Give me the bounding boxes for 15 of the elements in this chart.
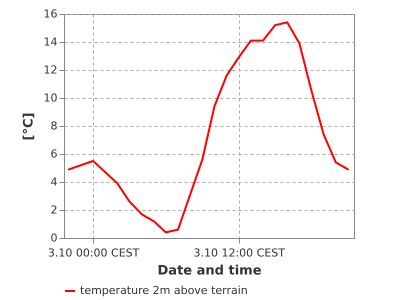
legend-label: temperature 2m above terrain [80,284,248,297]
y-tick-label: 16 [44,8,58,20]
y-tick-label: 10 [44,92,58,104]
y-tick-label: 14 [44,36,58,48]
x-tick-label: 3.10 00:00 CEST [48,246,140,260]
line-series [68,21,349,234]
y-tick-label: 4 [50,176,58,188]
y-tick-label: 6 [50,148,58,160]
y-tick-label: 2 [50,204,58,216]
y-tick-label: 0 [50,232,58,244]
x-axis-title: Date and time [157,264,262,278]
y-axis-title: [°C] [22,112,37,140]
y-tick-label: 12 [44,64,58,76]
x-tick-label: 3.10 12:00 CEST [193,246,286,260]
y-tick-label: 8 [50,120,58,132]
